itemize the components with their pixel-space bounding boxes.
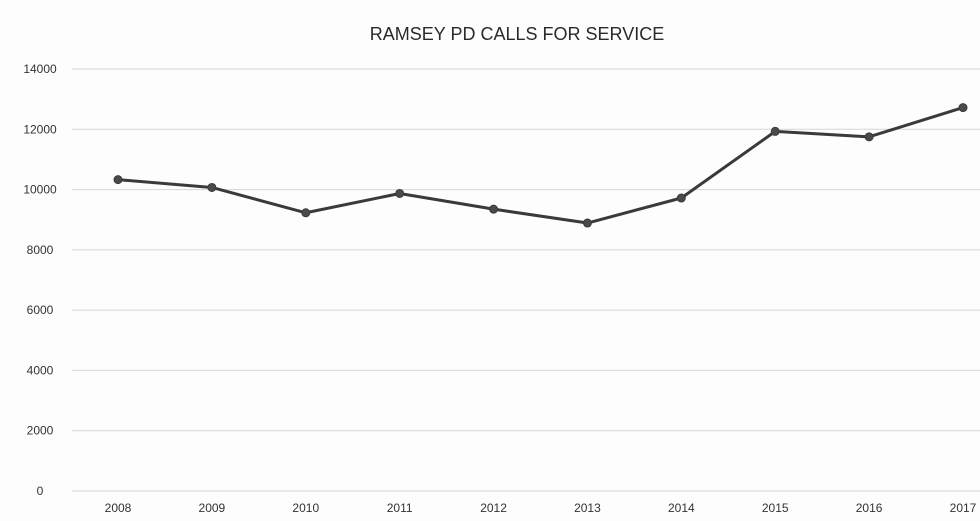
series-line: [116, 106, 965, 225]
y-tick-label: 8000: [27, 243, 54, 257]
y-tick-label: 14000: [23, 62, 57, 76]
data-point: [582, 218, 592, 228]
y-tick-label: 12000: [23, 122, 57, 136]
data-point: [958, 103, 968, 113]
chart-title: RAMSEY PD CALLS FOR SERVICE: [370, 24, 664, 44]
data-point: [864, 132, 874, 142]
y-tick-label: 10000: [23, 183, 57, 197]
data-point: [489, 204, 499, 214]
x-tick-label: 2010: [292, 501, 319, 515]
x-tick-label: 2012: [480, 501, 507, 515]
x-tick-label: 2014: [668, 501, 695, 515]
y-tick-label: 4000: [27, 363, 54, 377]
x-tick-label: 2016: [856, 501, 883, 515]
data-point: [113, 175, 123, 185]
y-tick-label: 2000: [27, 424, 54, 438]
x-tick-label: 2008: [105, 501, 132, 515]
x-tick-label: 2017: [950, 501, 977, 515]
gridlines: [72, 68, 980, 492]
data-point: [207, 182, 217, 192]
series-group: [113, 103, 968, 228]
data-point: [395, 188, 405, 198]
data-point: [770, 126, 780, 136]
x-tick-label: 2015: [762, 501, 789, 515]
data-point: [301, 208, 311, 218]
x-tick-label: 2013: [574, 501, 601, 515]
x-axis-ticks: 2008 2009 2010 2011 2012 2013 2014 2015 2016 2017: [105, 501, 977, 515]
y-axis-ticks: 0 2000 4000 6000 8000 10000 12000 14000: [23, 62, 57, 498]
x-tick-label: 2011: [387, 501, 413, 515]
y-tick-label: 6000: [27, 303, 54, 317]
y-tick-label: 0: [37, 484, 44, 498]
x-tick-label: 2009: [199, 501, 226, 515]
data-point: [676, 193, 686, 203]
